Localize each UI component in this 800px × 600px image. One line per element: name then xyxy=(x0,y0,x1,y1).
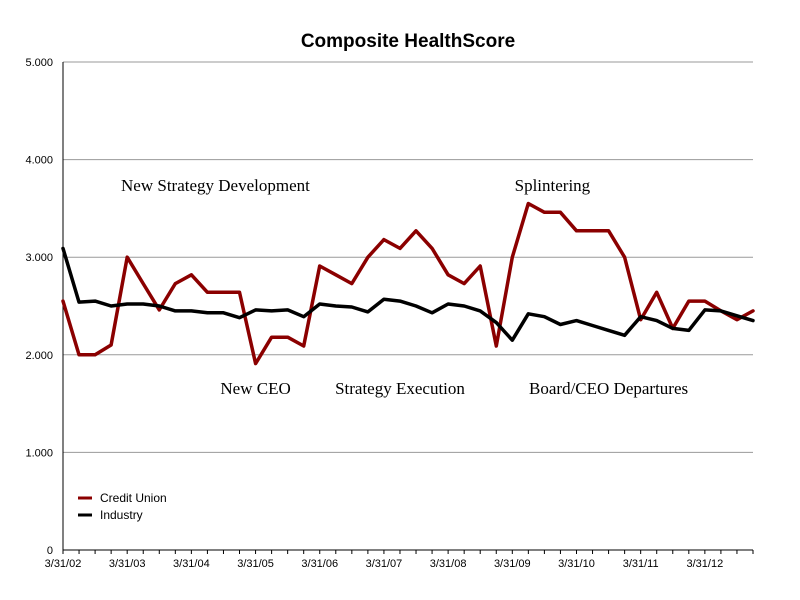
x-axis-ticks: 3/31/02 3/31/03 3/31/04 3/31/05 3/31/06 3/31/… xyxy=(45,550,754,570)
legend-label-credit-union: Credit Union xyxy=(100,491,167,505)
series-line-industry xyxy=(61,246,755,342)
x-tick-label: 3/31/11 xyxy=(623,558,659,570)
y-tick-label: 2.000 xyxy=(25,350,53,362)
annotation-label: New CEO xyxy=(220,379,290,398)
y-tick-label: 3.000 xyxy=(25,252,53,264)
x-tick-label: 3/31/05 xyxy=(237,558,274,570)
x-tick-label: 3/31/08 xyxy=(430,558,467,570)
annotation-label: Splintering xyxy=(515,176,591,195)
series-line-credit-union xyxy=(61,201,755,366)
chart-title: Composite HealthScore xyxy=(301,31,515,52)
x-tick-label: 3/31/03 xyxy=(109,558,146,570)
series-lines xyxy=(61,201,755,366)
x-tick-label: 3/31/12 xyxy=(687,558,724,570)
annotation-label: Strategy Execution xyxy=(335,379,465,398)
y-tick-label: 5.000 xyxy=(25,57,53,69)
legend: Credit Union Industry xyxy=(78,491,167,522)
y-axis-ticks: 0 1.000 2.000 3.000 4.000 5.000 xyxy=(25,57,53,557)
y-tick-label: 1.000 xyxy=(25,447,53,459)
y-tick-label: 4.000 xyxy=(25,155,53,167)
x-tick-label: 3/31/06 xyxy=(301,558,338,570)
annotations: New Strategy Development Splintering New C… xyxy=(121,176,688,398)
x-tick-label: 3/31/09 xyxy=(494,558,531,570)
x-tick-label: 3/31/10 xyxy=(558,558,595,570)
x-tick-label: 3/31/02 xyxy=(45,558,82,570)
y-tick-label: 0 xyxy=(47,545,53,557)
legend-label-industry: Industry xyxy=(100,508,143,522)
annotation-label: Board/CEO Departures xyxy=(529,379,688,398)
x-tick-label: 3/31/07 xyxy=(366,558,403,570)
x-tick-label: 3/31/04 xyxy=(173,558,210,570)
annotation-label: New Strategy Development xyxy=(121,176,310,195)
